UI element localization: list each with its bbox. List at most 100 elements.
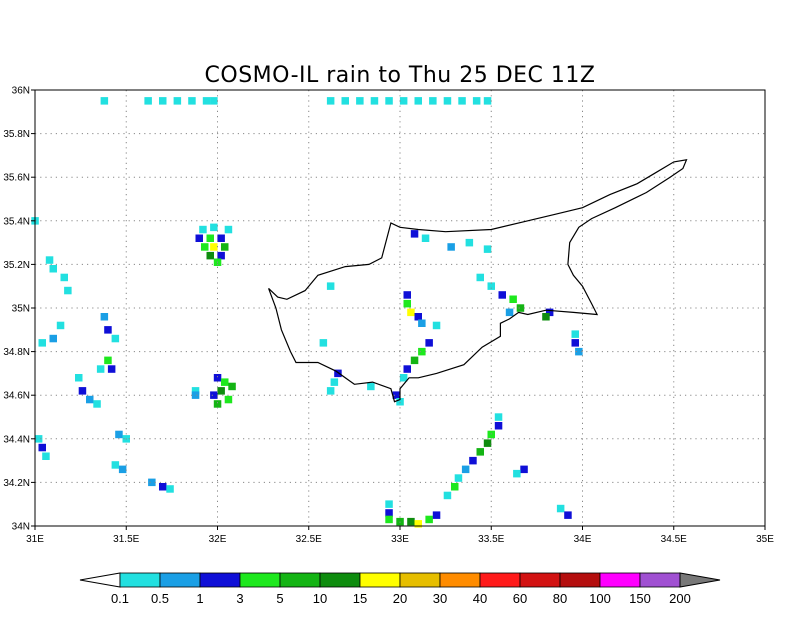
- rain-cell: [356, 97, 364, 105]
- rain-cell: [516, 304, 525, 312]
- rain-cell: [159, 483, 167, 491]
- rain-cell: [206, 251, 214, 260]
- rain-cell: [513, 469, 521, 478]
- rain-cell: [210, 97, 218, 105]
- colorbar-label: 30: [433, 591, 447, 606]
- colorbar-swatch: [439, 572, 481, 588]
- y-tick-label: 36N: [12, 86, 30, 97]
- colorbar-label: 0.5: [151, 591, 169, 606]
- rain-cell: [210, 223, 218, 232]
- rain-cell: [407, 517, 415, 526]
- rain-cell: [564, 511, 572, 519]
- rain-cell: [201, 243, 209, 251]
- rain-cell: [483, 97, 492, 105]
- rain-cell: [191, 391, 200, 399]
- rain-cell: [224, 395, 233, 404]
- y-tick-label: 34.8N: [3, 347, 30, 358]
- rain-cell: [487, 430, 495, 439]
- x-tick-label: 32E: [209, 534, 227, 545]
- rain-cell: [509, 295, 517, 303]
- rain-cell: [414, 97, 422, 105]
- colorbar-swatch: [199, 572, 241, 588]
- rain-cell: [403, 299, 411, 308]
- y-tick-label: 35.4N: [3, 216, 30, 227]
- rain-cell: [403, 291, 411, 299]
- rain-cell: [199, 225, 207, 234]
- colorbar-swatch: [519, 572, 561, 588]
- x-tick-label: 31.5E: [113, 534, 139, 545]
- rain-cell: [367, 382, 375, 391]
- longitude-axis: 31E 31.5E 32E 32.5E 33E 33.5E 34E 34.5E 35E: [26, 526, 774, 545]
- colorbar-label: 80: [553, 591, 567, 606]
- rain-cell: [118, 465, 127, 474]
- rain-cell: [49, 334, 57, 343]
- rain-cell: [443, 491, 452, 500]
- rain-cell: [575, 347, 583, 356]
- rain-cell: [432, 321, 441, 330]
- colorbar-swatch: [479, 572, 521, 588]
- rain-cell: [385, 500, 393, 508]
- colorbar-swatch: [119, 572, 161, 588]
- lat-lon-grid: [35, 90, 765, 526]
- rain-cell: [213, 400, 222, 408]
- rain-cell: [60, 273, 68, 282]
- x-tick-label: 33.5E: [478, 534, 504, 545]
- rain-cell: [458, 97, 466, 105]
- rain-cell: [34, 435, 43, 443]
- cyprus-coastline: [268, 159, 688, 403]
- x-tick-label: 34E: [574, 534, 592, 545]
- rain-cell: [399, 97, 408, 105]
- rain-cell: [86, 395, 94, 404]
- rain-cell: [385, 509, 393, 517]
- colorbar-label: 15: [353, 591, 367, 606]
- rain-cell: [228, 382, 236, 391]
- rain-cell: [487, 282, 495, 290]
- rain-cell: [410, 356, 419, 365]
- rain-cell: [334, 369, 342, 378]
- rain-field: [31, 97, 583, 528]
- colorbar-label: 20: [393, 591, 407, 606]
- rain-cell: [399, 374, 408, 382]
- rain-cell: [392, 391, 401, 399]
- rain-cell: [100, 313, 109, 321]
- rain-cell: [330, 378, 339, 386]
- colorbar-label: 0.1: [111, 591, 129, 606]
- rain-cell: [217, 387, 225, 395]
- colorbar-swatch: [279, 572, 321, 588]
- colorbar-swatch: [319, 572, 361, 588]
- rain-cell: [494, 422, 503, 430]
- rain-cell: [93, 400, 101, 408]
- rain-cell: [571, 339, 579, 347]
- rain-cell: [432, 511, 441, 519]
- rain-cell: [483, 439, 492, 447]
- map-title: COSMO-IL rain to Thu 25 DEC 11Z: [205, 63, 596, 88]
- rain-cell: [104, 356, 112, 365]
- rain-cell: [454, 474, 463, 482]
- rain-cell: [494, 413, 503, 421]
- rain-cell: [96, 365, 105, 373]
- rain-cell: [38, 443, 46, 452]
- rain-cell: [210, 243, 218, 251]
- rain-cell: [414, 520, 422, 528]
- colorbar-label: 60: [513, 591, 527, 606]
- rain-cell: [520, 465, 528, 474]
- rain-cell: [476, 273, 484, 282]
- rain-cell: [217, 251, 225, 260]
- y-tick-label: 34.6N: [3, 391, 30, 402]
- rain-cell: [465, 238, 474, 247]
- rain-cell: [213, 374, 222, 382]
- rain-cell: [326, 282, 335, 290]
- rain-cell: [78, 387, 87, 395]
- colorbar-swatch: [239, 572, 281, 588]
- rain-cell: [49, 265, 57, 273]
- rain-cell: [407, 308, 415, 317]
- precipitation-colorbar: 0.1 0.5 1 3 5 10 15 20 30 40 60 80 100 150 200: [79, 572, 721, 606]
- rain-cell: [159, 97, 167, 105]
- rain-cell: [469, 456, 477, 465]
- colorbar-swatch: [159, 572, 201, 588]
- rain-cell: [38, 339, 46, 347]
- rain-cell: [410, 230, 419, 238]
- rain-cell: [206, 234, 214, 242]
- rain-cell: [396, 398, 404, 406]
